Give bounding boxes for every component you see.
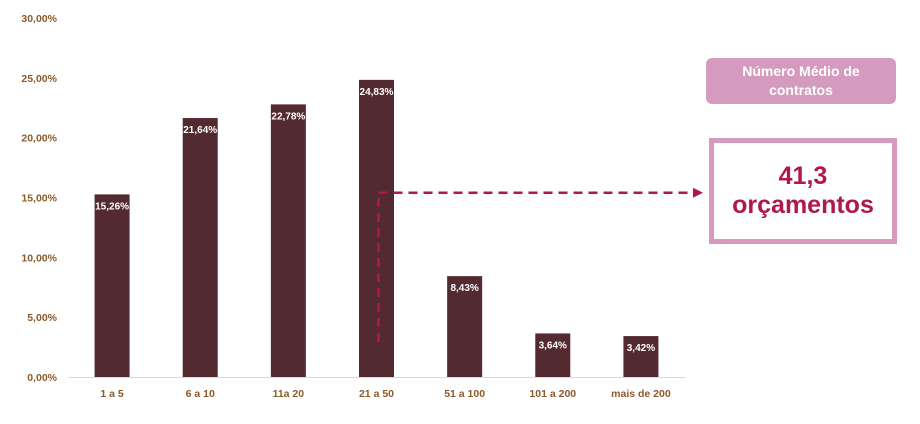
y-tick-label: 0,00% bbox=[27, 372, 57, 384]
bars: 15,26% 21,64% 22,78% 24,83% 8,43% 3,64% 3,42% bbox=[94, 79, 659, 378]
y-axis: 0,00% 5,00% 10,00% 15,00% 20,00% 25,00% 30,00% bbox=[21, 13, 57, 384]
average-contracts-label-line1: Número Médio de bbox=[742, 63, 860, 79]
bar bbox=[182, 118, 218, 378]
bar bbox=[623, 336, 659, 377]
data-label: 3,64% bbox=[539, 340, 567, 351]
x-tick-label: 21 a 50 bbox=[359, 388, 394, 400]
data-label: 21,64% bbox=[183, 125, 217, 136]
average-value-unit: orçamentos bbox=[732, 191, 874, 219]
y-tick-label: 10,00% bbox=[21, 252, 57, 264]
data-label: 22,78% bbox=[271, 111, 305, 122]
data-label: 8,43% bbox=[450, 283, 478, 294]
bar bbox=[447, 276, 483, 377]
y-tick-label: 20,00% bbox=[21, 133, 57, 145]
y-tick-label: 15,00% bbox=[21, 193, 57, 205]
average-contracts-label-line2: contratos bbox=[769, 82, 833, 98]
y-tick-label: 30,00% bbox=[21, 13, 57, 25]
x-tick-label: 51 a 100 bbox=[444, 388, 485, 400]
x-tick-label: 6 a 10 bbox=[186, 388, 215, 400]
x-axis: 1 a 5 6 a 10 11a 20 21 a 50 51 a 100 101 a 20… bbox=[68, 377, 685, 400]
annotation-arrow bbox=[377, 187, 703, 342]
bar bbox=[535, 333, 571, 377]
bar bbox=[270, 104, 306, 378]
x-tick-label: 11a 20 bbox=[273, 388, 305, 400]
bar bbox=[359, 79, 394, 377]
y-tick-label: 25,00% bbox=[21, 73, 57, 85]
x-tick-label: 1 a 5 bbox=[100, 388, 124, 400]
data-label: 15,26% bbox=[95, 201, 129, 212]
y-tick-label: 5,00% bbox=[27, 312, 57, 324]
arrow-head bbox=[693, 187, 703, 198]
x-tick-label: 101 a 200 bbox=[529, 388, 576, 400]
average-value-number: 41,3 bbox=[778, 162, 828, 190]
data-label: 3,42% bbox=[627, 343, 655, 354]
data-label: 24,83% bbox=[360, 87, 394, 98]
bar bbox=[94, 194, 130, 377]
average-value-box: 41,3 orçamentos bbox=[709, 138, 897, 244]
average-contracts-label-box: Número Médio de contratos bbox=[706, 58, 896, 104]
x-tick-label: mais de 200 bbox=[611, 388, 671, 400]
